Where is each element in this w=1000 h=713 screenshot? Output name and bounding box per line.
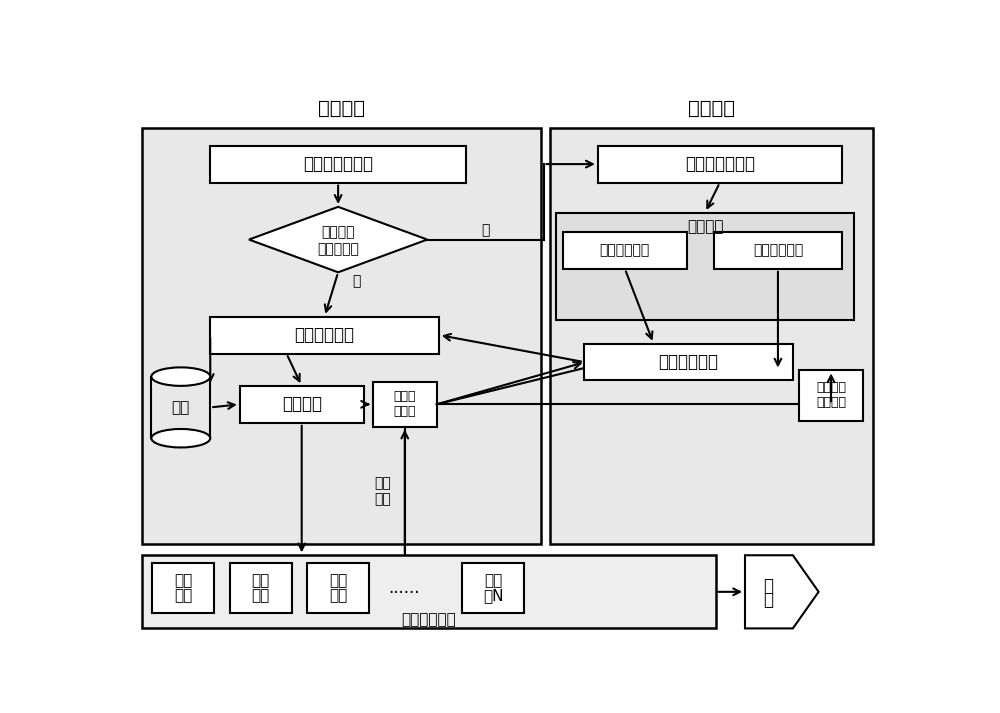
- Polygon shape: [249, 207, 427, 272]
- Bar: [230, 563, 292, 613]
- Bar: [462, 563, 524, 613]
- Ellipse shape: [151, 429, 210, 448]
- Text: 用户: 用户: [484, 573, 502, 588]
- Text: 高级数
据请求: 高级数 据请求: [394, 390, 416, 419]
- Text: 否: 否: [481, 223, 490, 237]
- Text: 数据发送模块: 数据发送模块: [658, 353, 718, 371]
- Bar: [210, 317, 439, 354]
- Ellipse shape: [151, 367, 210, 386]
- Text: 数据采集: 数据采集: [687, 219, 723, 234]
- Text: 用户: 用户: [174, 573, 192, 588]
- Bar: [598, 145, 842, 183]
- Bar: [142, 555, 716, 628]
- Text: 报: 报: [764, 577, 774, 595]
- Text: 用户
请求: 用户 请求: [375, 476, 391, 506]
- Text: 群N: 群N: [483, 588, 503, 603]
- Bar: [373, 382, 437, 426]
- Bar: [714, 232, 842, 269]
- Text: 智能展示模块: 智能展示模块: [401, 612, 456, 627]
- Bar: [307, 563, 369, 613]
- Bar: [142, 128, 541, 544]
- Text: 监控节点: 监控节点: [321, 225, 355, 239]
- Text: 基本数据采集: 基本数据采集: [600, 243, 650, 257]
- Bar: [550, 128, 873, 544]
- Polygon shape: [745, 555, 819, 628]
- Text: 是: 是: [352, 275, 360, 289]
- Text: 高级数据
采集控制: 高级数据 采集控制: [816, 381, 846, 409]
- Text: 用户: 用户: [252, 573, 270, 588]
- Bar: [563, 232, 687, 269]
- Text: 入库: 入库: [172, 400, 190, 415]
- Text: 用户: 用户: [329, 573, 347, 588]
- Bar: [799, 371, 863, 421]
- Text: 集群监控端管理: 集群监控端管理: [303, 155, 373, 173]
- Text: 群三: 群三: [329, 588, 347, 603]
- Text: 警: 警: [764, 590, 774, 608]
- Bar: [556, 212, 854, 320]
- Text: 群一: 群一: [174, 588, 192, 603]
- Text: 群二: 群二: [252, 588, 270, 603]
- Text: 已初始化？: 已初始化？: [317, 242, 359, 256]
- Bar: [240, 386, 364, 423]
- Ellipse shape: [151, 367, 210, 386]
- Bar: [152, 563, 214, 613]
- Bar: [210, 145, 466, 183]
- Text: 数据收集模块: 数据收集模块: [295, 326, 355, 344]
- Text: 高级数据采集: 高级数据采集: [753, 243, 803, 257]
- Text: 监控节点初始化: 监控节点初始化: [685, 155, 755, 173]
- Bar: [584, 344, 793, 381]
- Text: 数据挖掘: 数据挖掘: [282, 395, 322, 414]
- Text: ......: ......: [388, 579, 420, 597]
- Text: 监控节点: 监控节点: [688, 99, 735, 118]
- Text: 监控设备: 监控设备: [318, 99, 365, 118]
